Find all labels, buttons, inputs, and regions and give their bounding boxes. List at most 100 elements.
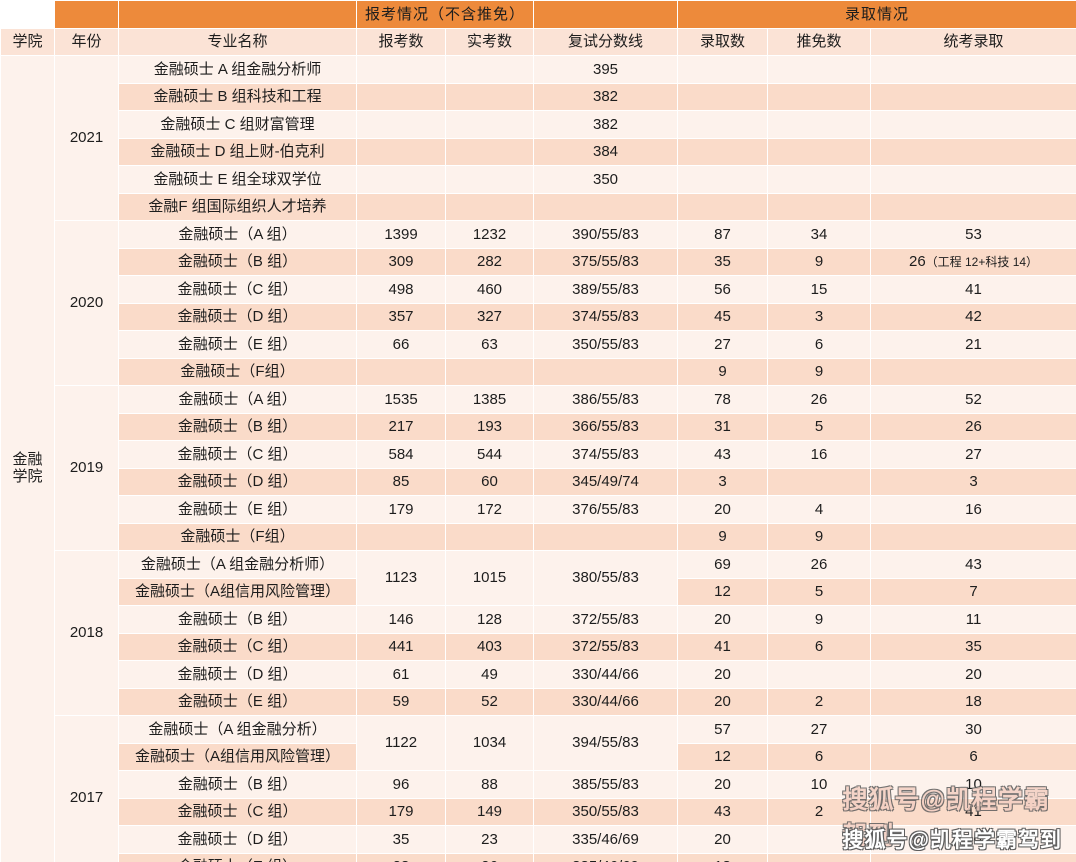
cell-sat: 23 [444,825,535,854]
table-row: 金融硕士（B 组） 309 282 375/55/83 35 9 26（工程 12+科技 1… [1,247,1076,276]
cell-cutoff: 394/55/83 [533,715,679,771]
table-row: 金融硕士 E 组全球双学位 350 [1,165,1076,194]
cell-applied: 96 [356,770,446,799]
cell-sat [444,192,535,221]
cell-major: 金融硕士（F组） [118,357,357,386]
group-header-admission: 录取情况 [677,0,1076,29]
cell-applied: 179 [356,797,446,826]
cell-sat: 49 [444,660,535,689]
cell-major: 金融硕士 A 组金融分析师 [118,55,357,84]
group-header-row: 报考情况（不含推免） 录取情况 [0,0,1076,29]
cell-applied [356,110,446,139]
cell-sat [444,165,535,194]
cell-applied [356,192,446,221]
cell-admitted: 20 [677,825,769,854]
cell-admitted: 20 [677,495,769,524]
college-line-2: 学院 [12,468,43,485]
table-row: 金融硕士（B 组） 217 193 366/55/83 31 5 26 [1,412,1076,441]
column-header-row: 学院 年份 专业名称 报考数 实考数 复试分数线 录取数 推免数 统考录取 [0,27,1076,56]
cell-cutoff: 395 [533,55,679,84]
cell-applied: 35 [356,825,446,854]
cell-applied: 179 [356,495,446,524]
cell-exempt: 3 [767,302,872,331]
cell-applied: 85 [356,467,446,496]
cell-major: 金融硕士 E 组全球双学位 [118,165,357,194]
cell-admitted: 12 [677,742,769,771]
table-row: 金融 学院 2021 金融硕士 A 组金融分析师 395 [0,55,1076,862]
table-row: 2020 金融硕士（A 组） 1399 1232 390/55/83 87 34 53 [1,220,1076,386]
cell-sat: 63 [444,330,535,359]
column-header-unified: 统考录取 [870,27,1076,56]
cell-applied: 66 [356,330,446,359]
cell-admitted [677,110,769,139]
cell-major: 金融硕士（A组信用风险管理） [118,577,357,606]
cell-exempt: 6 [767,632,872,661]
column-header-year: 年份 [54,27,119,56]
cell-sat: 52 [444,687,535,716]
cell-cutoff [533,192,679,221]
cell-sat [444,55,535,84]
cell-cutoff: 374/55/83 [533,302,679,331]
table-row: 金融硕士（F组） 9 9 [1,357,1076,386]
cell-exempt: 5 [767,412,872,441]
cell-cutoff [533,522,679,551]
cell-unified: 52 [870,385,1076,414]
college-line-1: 金融 [12,450,43,468]
cell-sat [444,82,535,111]
cell-major: 金融硕士（F组） [118,522,357,551]
band-spacer [54,0,119,29]
table-row: 2019 金融硕士（A 组） 1535 1385 386/55/83 78 26 52 [1,385,1076,551]
cell-admitted: 57 [677,715,769,744]
band-spacer [0,0,55,29]
cell-major: 金融硕士（A 组金融分析师） [118,550,357,579]
cell-exempt: 9 [767,605,872,634]
cell-major: 金融硕士（B 组） [118,247,357,276]
cell-sat: 1385 [444,385,535,414]
cell-sat: 193 [444,412,535,441]
cell-major: 金融硕士（A 组） [118,385,357,414]
cell-major: 金融硕士（B 组） [118,412,357,441]
cell-admitted: 78 [677,385,769,414]
column-header-exempt: 推免数 [767,27,872,56]
cell-year: 2019 [54,385,119,551]
cell-cutoff: 335/46/69 [533,825,679,854]
cell-applied [356,357,446,386]
cell-cutoff: 372/55/83 [533,605,679,634]
cell-exempt: 5 [767,577,872,606]
cell-major: 金融硕士（A 组） [118,220,357,249]
cell-applied: 146 [356,605,446,634]
cell-admitted: 41 [677,632,769,661]
cell-applied: 441 [356,632,446,661]
cell-unified [870,82,1076,111]
cell-sat: 60 [444,467,535,496]
cell-unified [870,357,1076,386]
cell-major: 金融硕士（A 组金融分析） [118,715,357,744]
cell-exempt [767,852,872,862]
cell-exempt: 34 [767,220,872,249]
cell-unified: 27 [870,440,1076,469]
cell-admitted: 18 [677,852,769,862]
cell-admitted: 45 [677,302,769,331]
cell-cutoff: 374/55/83 [533,440,679,469]
cell-unified: 10 [870,770,1076,799]
cell-major: 金融硕士（E 组） [118,687,357,716]
cell-major: 金融硕士（C 组） [118,440,357,469]
cell-admitted: 35 [677,247,769,276]
cell-major: 金融硕士（B 组） [118,770,357,799]
cell-applied: 28 [356,852,446,862]
cell-major: 金融硕士（D 组） [118,467,357,496]
table-row: 金融硕士（D 组） 61 49 330/44/66 20 20 [1,660,1076,689]
cell-cutoff [533,357,679,386]
table-row: 金融硕士（D 组） 357 327 374/55/83 45 3 42 [1,302,1076,331]
cell-admitted: 9 [677,522,769,551]
table-row: 金融硕士（E 组） 66 63 350/55/83 27 6 21 [1,330,1076,359]
column-header-applied: 报考数 [356,27,446,56]
cell-admitted: 20 [677,605,769,634]
cell-unified: 26（工程 12+科技 14） [870,247,1076,276]
cell-admitted [677,137,769,166]
cell-applied [356,82,446,111]
cell-exempt [767,55,872,84]
cell-sat [444,357,535,386]
cell-cutoff: 366/55/83 [533,412,679,441]
cell-cutoff: 375/55/83 [533,247,679,276]
